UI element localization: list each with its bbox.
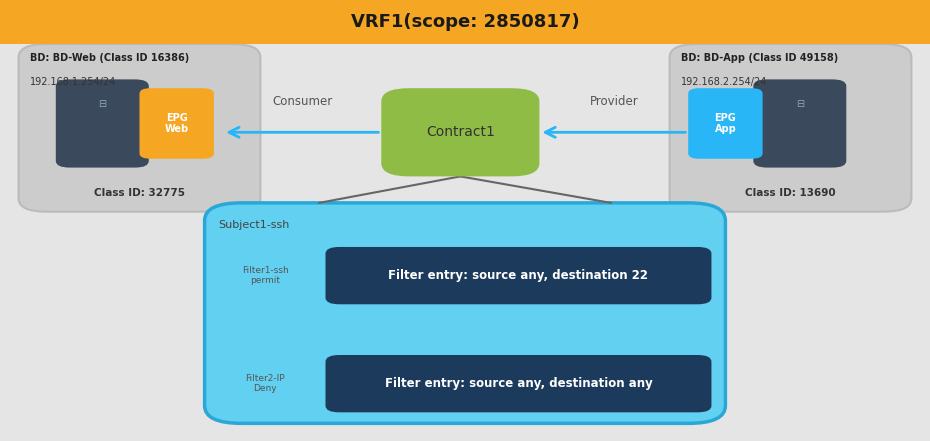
Text: 192.168.1.254/24: 192.168.1.254/24	[30, 77, 116, 87]
FancyBboxPatch shape	[381, 88, 539, 176]
FancyBboxPatch shape	[326, 247, 711, 304]
FancyBboxPatch shape	[0, 0, 930, 44]
FancyBboxPatch shape	[0, 44, 930, 441]
FancyBboxPatch shape	[326, 355, 711, 412]
FancyBboxPatch shape	[753, 79, 846, 168]
Text: Provider: Provider	[590, 95, 638, 108]
Text: ⊟: ⊟	[796, 99, 804, 109]
FancyBboxPatch shape	[219, 355, 312, 412]
FancyBboxPatch shape	[219, 247, 312, 304]
FancyBboxPatch shape	[688, 88, 763, 159]
Text: 192.168.2.254/24: 192.168.2.254/24	[681, 77, 767, 87]
Text: Class ID: 13690: Class ID: 13690	[745, 188, 836, 198]
Text: VRF1(scope: 2850817): VRF1(scope: 2850817)	[351, 13, 579, 31]
FancyBboxPatch shape	[140, 88, 214, 159]
FancyBboxPatch shape	[670, 44, 911, 212]
Text: Filter entry: source any, destination any: Filter entry: source any, destination an…	[385, 377, 652, 390]
Text: Class ID: 32775: Class ID: 32775	[94, 188, 185, 198]
Text: Subject1-ssh: Subject1-ssh	[219, 220, 290, 231]
Text: Filter1-ssh
permit: Filter1-ssh permit	[242, 266, 288, 285]
Text: Consumer: Consumer	[272, 95, 332, 108]
FancyBboxPatch shape	[56, 79, 149, 168]
Text: Filter2-IP
Deny: Filter2-IP Deny	[246, 374, 285, 393]
Text: Filter entry: source any, destination 22: Filter entry: source any, destination 22	[389, 269, 648, 282]
Text: BD: BD-App (Class ID 49158): BD: BD-App (Class ID 49158)	[681, 53, 838, 63]
Text: ⊟: ⊟	[99, 99, 106, 109]
FancyBboxPatch shape	[19, 44, 260, 212]
Text: EPG
App: EPG App	[714, 113, 737, 134]
Text: BD: BD-Web (Class ID 16386): BD: BD-Web (Class ID 16386)	[30, 53, 189, 63]
Text: EPG
Web: EPG Web	[165, 113, 189, 134]
Text: Contract1: Contract1	[426, 125, 495, 139]
FancyBboxPatch shape	[205, 203, 725, 423]
